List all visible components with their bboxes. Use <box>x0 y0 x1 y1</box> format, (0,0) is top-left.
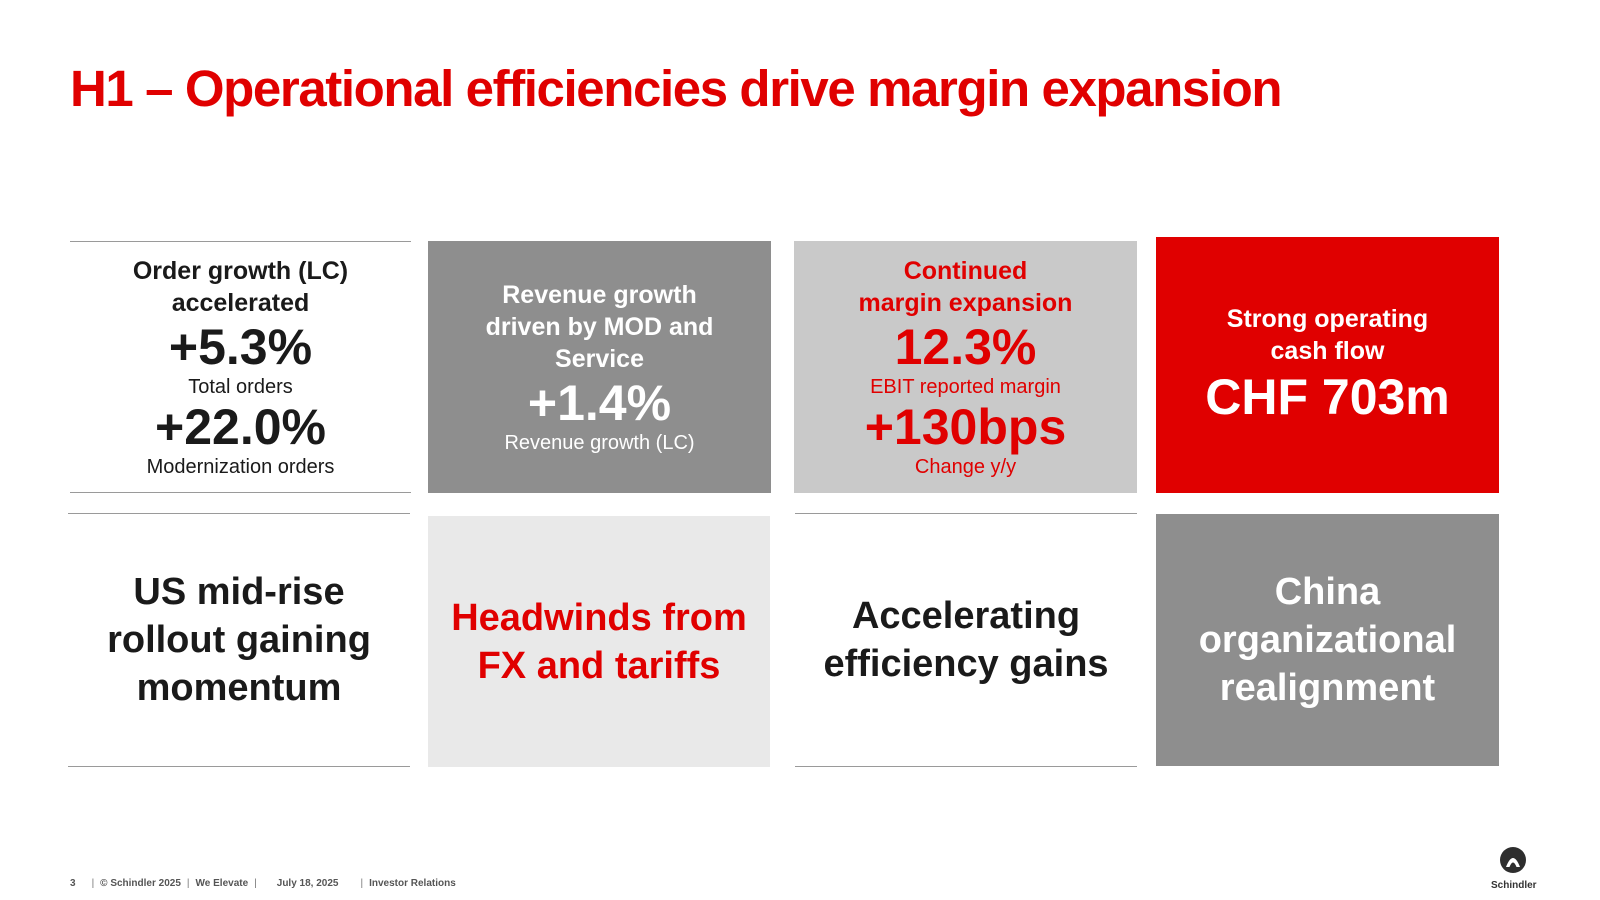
cash-flow-heading-line2: cash flow <box>1270 337 1385 365</box>
headwinds-line1: Headwinds from <box>451 596 747 639</box>
footer-separator: | <box>186 877 190 889</box>
footer-separator: | <box>254 877 257 889</box>
revenue-heading-line2: driven by MOD and <box>485 313 714 341</box>
margin-heading-line2: margin expansion <box>858 289 1073 317</box>
order-growth-heading-line1: Order growth (LC) <box>132 257 349 285</box>
margin-change-value: +130bps <box>864 399 1067 455</box>
tile-headwinds: Headwinds from FX and tariffs <box>428 516 770 767</box>
page-number: 3 <box>70 877 76 889</box>
revenue-growth-label: Revenue growth (LC) <box>504 432 695 454</box>
margin-change-label: Change y/y <box>914 456 1017 478</box>
tile-margin-expansion: Continued margin expansion 12.3% EBIT re… <box>794 241 1137 493</box>
china-line1: China <box>1274 571 1381 613</box>
efficiency-line1: Accelerating <box>851 595 1081 637</box>
revenue-heading-line3: Service <box>555 345 644 373</box>
margin-heading-line1: Continued <box>903 257 1028 285</box>
logo-label: Schindler <box>1491 880 1537 891</box>
schindler-logo: Schindler <box>1491 846 1537 891</box>
tile-efficiency-gains: Accelerating efficiency gains <box>795 513 1137 767</box>
tile-us-mid-rise: US mid-rise rollout gaining momentum <box>68 513 410 767</box>
headwinds-line2: FX and tariffs <box>477 644 721 687</box>
modernization-orders-value: +22.0% <box>155 399 326 455</box>
revenue-growth-value: +1.4% <box>527 375 672 431</box>
order-growth-heading-line2: accelerated <box>171 289 310 317</box>
cash-flow-heading-line1: Strong operating <box>1226 305 1429 333</box>
revenue-heading-line1: Revenue growth <box>502 281 697 309</box>
efficiency-line2: efficiency gains <box>823 643 1109 685</box>
ebit-margin-label: EBIT reported margin <box>870 376 1061 398</box>
total-orders-value: +5.3% <box>168 319 313 375</box>
schindler-logo-icon <box>1500 847 1526 873</box>
china-line3: realignment <box>1219 667 1436 709</box>
tile-revenue-growth: Revenue growth driven by MOD and Service… <box>428 241 771 493</box>
footer-date: July 18, 2025 <box>276 877 339 889</box>
footer-tagline: We Elevate <box>195 877 249 889</box>
footer: 3 | © Schindler 2025 | We Elevate | July… <box>70 876 456 890</box>
modernization-orders-label: Modernization orders <box>146 456 335 478</box>
footer-separator: | <box>360 877 364 889</box>
tile-order-growth: Order growth (LC) accelerated +5.3% Tota… <box>70 241 411 493</box>
cash-flow-value: CHF 703m <box>1205 369 1450 425</box>
footer-department: Investor Relations <box>369 877 456 889</box>
us-mid-rise-line3: momentum <box>136 667 342 709</box>
footer-copyright: © Schindler 2025 <box>100 877 181 889</box>
footer-separator: | <box>91 877 95 889</box>
tile-operating-cash-flow: Strong operating cash flow CHF 703m <box>1156 237 1499 493</box>
us-mid-rise-line1: US mid-rise <box>133 571 345 613</box>
china-line2: organizational <box>1198 619 1457 661</box>
us-mid-rise-line2: rollout gaining <box>107 619 371 661</box>
tile-china-realignment: China organizational realignment <box>1156 514 1499 766</box>
ebit-margin-value: 12.3% <box>894 319 1037 375</box>
total-orders-label: Total orders <box>188 376 293 398</box>
page-title: H1 – Operational efficiencies drive marg… <box>70 60 1283 117</box>
